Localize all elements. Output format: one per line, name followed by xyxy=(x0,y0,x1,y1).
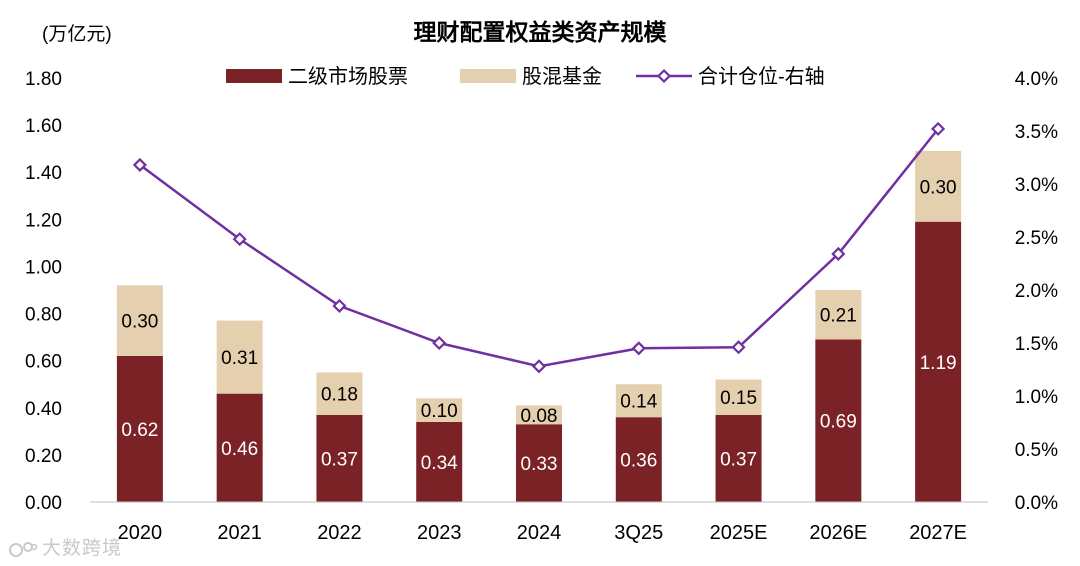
bar-stock xyxy=(116,355,163,502)
bar-fund-label: 0.14 xyxy=(620,392,657,413)
x-axis-tick-label: 2026E xyxy=(809,522,867,544)
watermark-text: 大数跨境 xyxy=(42,537,123,559)
x-axis-tick-label: 2023 xyxy=(417,522,462,544)
legend-label: 合计仓位-右轴 xyxy=(698,65,825,88)
x-axis-tick-label: 2020 xyxy=(118,522,163,544)
line-point-marker xyxy=(132,157,147,172)
left-axis-tick-label: 1.20 xyxy=(25,210,62,231)
bar-stock-label: 0.33 xyxy=(521,454,558,475)
right-axis-tick-label: 2.5% xyxy=(1015,228,1058,249)
left-axis-tick-label: 0.00 xyxy=(25,493,62,514)
bar-fund-label: 0.10 xyxy=(421,401,458,422)
legend-diamond-icon xyxy=(656,68,672,84)
legend: 二级市场股票 股混基金 合计仓位-右轴 xyxy=(226,65,825,88)
right-axis-tick-label: 3.5% xyxy=(1015,122,1058,143)
line-series xyxy=(132,121,946,374)
right-axis: 0.0% 0.5% 1.0% 1.5% 2.0% 2.5% 3.0% 3.5% 4.0% xyxy=(1015,69,1058,514)
bar-fund-label: 0.08 xyxy=(521,406,558,427)
bar-fund xyxy=(416,398,463,422)
bar-fund-label: 0.30 xyxy=(121,312,158,333)
bar-stock xyxy=(516,424,562,502)
left-axis-tick-label: 0.40 xyxy=(25,399,62,420)
left-axis-tick-label: 0.80 xyxy=(25,305,62,326)
right-axis-tick-label: 3.0% xyxy=(1015,175,1058,196)
bar-fund-label: 0.21 xyxy=(820,306,857,327)
bar-stock-label: 0.69 xyxy=(820,412,857,433)
line-point-marker xyxy=(831,246,846,262)
line-point-marker xyxy=(232,232,247,247)
bar-stock xyxy=(915,221,962,502)
right-axis-tick-label: 1.0% xyxy=(1015,387,1058,408)
watermark: 大数跨境 xyxy=(8,533,122,560)
left-axis-tick-label: 0.60 xyxy=(25,352,62,373)
bar-stock xyxy=(216,393,263,502)
legend-label: 股混基金 xyxy=(522,65,602,88)
left-axis: 0.00 0.20 0.40 0.60 0.80 1.00 1.20 1.40 1.60 1.80 xyxy=(25,69,62,514)
left-axis-tick-label: 1.00 xyxy=(25,257,62,278)
bar-fund xyxy=(815,290,862,340)
left-axis-tick-label: 1.60 xyxy=(25,116,62,137)
bar-fund xyxy=(915,151,962,222)
left-axis-tick-label: 1.40 xyxy=(25,163,62,184)
bar-stock-label: 0.34 xyxy=(421,453,458,474)
bar-fund-label: 0.18 xyxy=(321,385,358,406)
bar-value-labels: 0.62 0.30 0.46 0.31 0.37 0.18 0.34 0.10 0.33 0.08… xyxy=(121,177,956,475)
bar-stock xyxy=(615,417,662,502)
legend-label: 二级市场股票 xyxy=(288,65,408,88)
x-axis-tick-label: 2024 xyxy=(517,522,562,544)
bar-fund-label: 0.31 xyxy=(221,348,258,369)
bar-fund xyxy=(316,372,363,415)
right-axis-tick-label: 0.0% xyxy=(1015,493,1058,514)
bar-stock xyxy=(416,421,463,502)
bar-stock-label: 0.36 xyxy=(620,451,657,472)
line-point-marker xyxy=(731,340,746,355)
bar-fund xyxy=(216,320,263,394)
x-axis: 2020 2021 2022 2023 2024 3Q25 2025E 2026E 2027E xyxy=(90,501,988,544)
bar-stock xyxy=(316,414,363,502)
right-axis-tick-label: 1.5% xyxy=(1015,334,1058,355)
x-axis-tick-label: 3Q25 xyxy=(614,522,663,544)
line-point-marker xyxy=(531,359,547,374)
bar-fund xyxy=(516,405,562,425)
watermark-logo-icon xyxy=(9,541,38,557)
legend-swatch-fund xyxy=(460,69,516,83)
bar-stock-label: 1.19 xyxy=(920,353,957,374)
bar-stock-label: 0.46 xyxy=(221,439,258,460)
right-axis-tick-label: 4.0% xyxy=(1015,69,1058,90)
bar-fund-label: 0.30 xyxy=(920,177,957,198)
bar-stock-label: 0.62 xyxy=(121,420,158,441)
bar-fund xyxy=(615,384,662,418)
bar-fund xyxy=(715,379,762,415)
y-axis-unit-label: (万亿元) xyxy=(42,23,112,45)
x-axis-tick-label: 2025E xyxy=(710,522,768,544)
right-axis-tick-label: 2.0% xyxy=(1015,281,1058,302)
bar-stock-label: 0.37 xyxy=(321,449,358,470)
line-point-marker xyxy=(631,341,646,356)
x-axis-tick-label: 2022 xyxy=(317,522,362,544)
bar-fund xyxy=(116,285,163,356)
line-point-marker xyxy=(332,298,347,313)
x-axis-tick-label: 2027E xyxy=(909,522,967,544)
right-axis-tick-label: 0.5% xyxy=(1015,440,1058,461)
chart-title: 理财配置权益类资产规模 xyxy=(414,19,668,45)
bar-fund-label: 0.15 xyxy=(720,388,757,409)
bar-stock xyxy=(715,414,762,502)
legend-swatch-stock xyxy=(226,69,282,83)
bar-stock-label: 0.37 xyxy=(720,449,757,470)
bar-stock xyxy=(815,339,862,502)
line-point-marker xyxy=(432,335,447,351)
x-axis-tick-label: 2021 xyxy=(217,522,262,544)
left-axis-tick-label: 0.20 xyxy=(25,446,62,467)
line-point-marker xyxy=(931,121,946,136)
bar-series xyxy=(116,151,962,502)
left-axis-tick-label: 1.80 xyxy=(25,69,62,90)
